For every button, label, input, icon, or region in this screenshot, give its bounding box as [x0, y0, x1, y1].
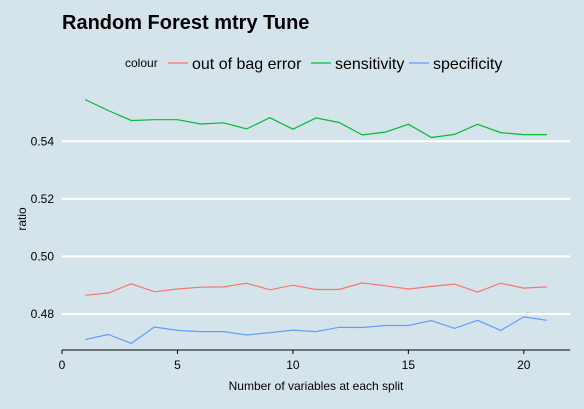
series-line	[84, 316, 547, 345]
x-axis-label: Number of variables at each split	[229, 379, 404, 393]
x-tick-label: 20	[517, 358, 531, 372]
series-line	[85, 282, 547, 296]
x-tick-label: 10	[286, 358, 300, 372]
legend-label: specificity	[433, 56, 502, 73]
y-tick-label: 0.48	[31, 307, 55, 321]
legend-title: colour	[125, 56, 158, 70]
x-tick-label: 15	[402, 358, 416, 372]
x-tick-label: 0	[59, 358, 66, 372]
x-tick-label: 5	[174, 358, 181, 372]
chart-title: Random Forest mtry Tune	[62, 12, 310, 34]
legend-label: sensitivity	[335, 56, 404, 73]
y-tick-label: 0.54	[31, 134, 55, 148]
legend-label: out of bag error	[192, 56, 302, 73]
series-line	[84, 98, 547, 139]
y-axis-label: ratio	[15, 207, 29, 231]
y-tick-label: 0.52	[31, 192, 55, 206]
y-tick-label: 0.50	[31, 249, 55, 263]
